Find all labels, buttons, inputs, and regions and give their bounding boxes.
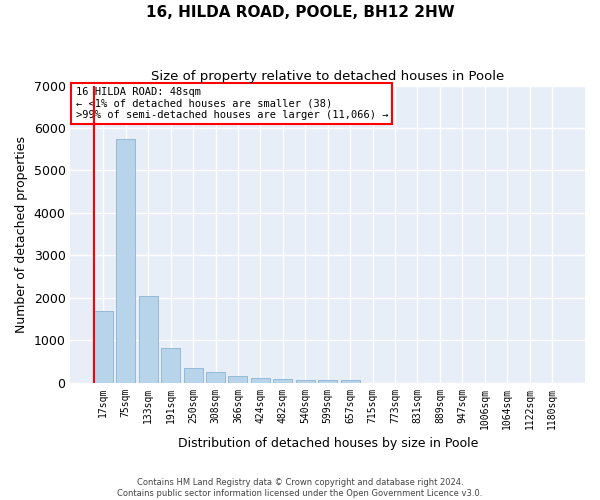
Bar (296, 380, 315, 382)
Bar (94, 310, 113, 382)
Bar (161, 348, 180, 382)
Bar (184, 368, 203, 382)
Bar (139, 296, 158, 382)
Text: 16, HILDA ROAD, POOLE, BH12 2HW: 16, HILDA ROAD, POOLE, BH12 2HW (146, 5, 454, 20)
Bar (251, 378, 270, 382)
Bar (116, 138, 136, 382)
Bar (206, 372, 225, 382)
Bar (341, 380, 359, 382)
Bar (229, 376, 247, 382)
X-axis label: Distribution of detached houses by size in Poole: Distribution of detached houses by size … (178, 437, 478, 450)
Title: Size of property relative to detached houses in Poole: Size of property relative to detached ho… (151, 70, 505, 83)
Bar (273, 380, 292, 382)
Bar (318, 380, 337, 382)
Text: 16 HILDA ROAD: 48sqm
← <1% of detached houses are smaller (38)
>99% of semi-deta: 16 HILDA ROAD: 48sqm ← <1% of detached h… (76, 87, 388, 120)
Text: Contains HM Land Registry data © Crown copyright and database right 2024.
Contai: Contains HM Land Registry data © Crown c… (118, 478, 482, 498)
Y-axis label: Number of detached properties: Number of detached properties (15, 136, 28, 332)
